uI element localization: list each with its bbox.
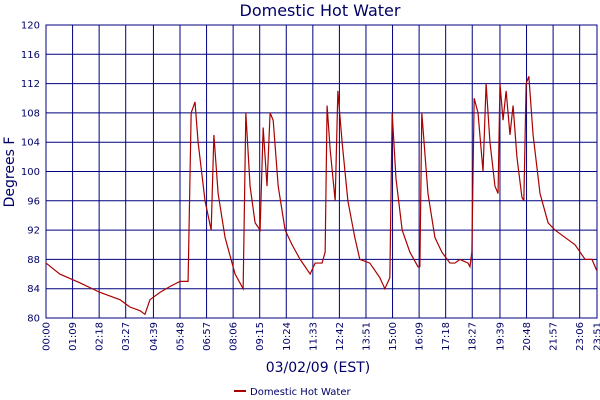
x-tick-label: 03:27 [121,322,132,351]
x-tick-label: 13:51 [361,322,372,351]
x-tick-label: 10:24 [282,322,293,351]
x-tick-label: 23:51 [593,322,600,351]
y-tick-label: 120 [21,21,40,32]
y-tick-label: 84 [27,284,40,295]
x-tick-label: 02:18 [95,322,106,351]
y-tick-label: 108 [21,108,40,119]
x-tick-label: 08:06 [229,322,240,351]
x-tick-label: 23:06 [575,322,586,351]
x-tick-label: 04:39 [149,322,160,351]
y-tick-label: 100 [21,167,40,178]
y-tick-label: 112 [21,79,40,90]
x-tick-label: 17:18 [441,322,452,351]
x-tick-label: 06:57 [202,322,213,351]
x-tick-label: 16:09 [415,322,426,351]
y-tick-label: 116 [21,50,40,61]
y-axis-label: Degrees F [2,137,18,208]
x-tick-label: 12:42 [335,322,346,351]
chart-title: Domestic Hot Water [240,1,401,20]
x-tick-label: 09:15 [255,322,266,351]
data-line [45,76,598,316]
x-tick-label: 05:48 [175,322,186,351]
x-tick-label: 15:00 [388,322,399,351]
x-tick-label: 11:33 [308,322,319,351]
x-tick-label: 19:39 [495,322,506,351]
y-tick-label: 92 [27,226,40,237]
y-tick-label: 104 [21,138,40,149]
x-axis-label: 03/02/09 (EST) [266,360,371,376]
x-tick-label: 00:00 [42,322,53,351]
x-tick-label: 18:27 [468,322,479,351]
legend-label: Domestic Hot Water [250,387,351,398]
y-tick-label: 88 [27,255,40,266]
y-tick-label: 80 [27,314,40,325]
x-tick-label: 01:09 [68,322,79,351]
y-tick-label: 96 [27,196,40,207]
x-tick-label: 21:57 [549,322,560,351]
x-tick-label: 20:48 [522,322,533,351]
